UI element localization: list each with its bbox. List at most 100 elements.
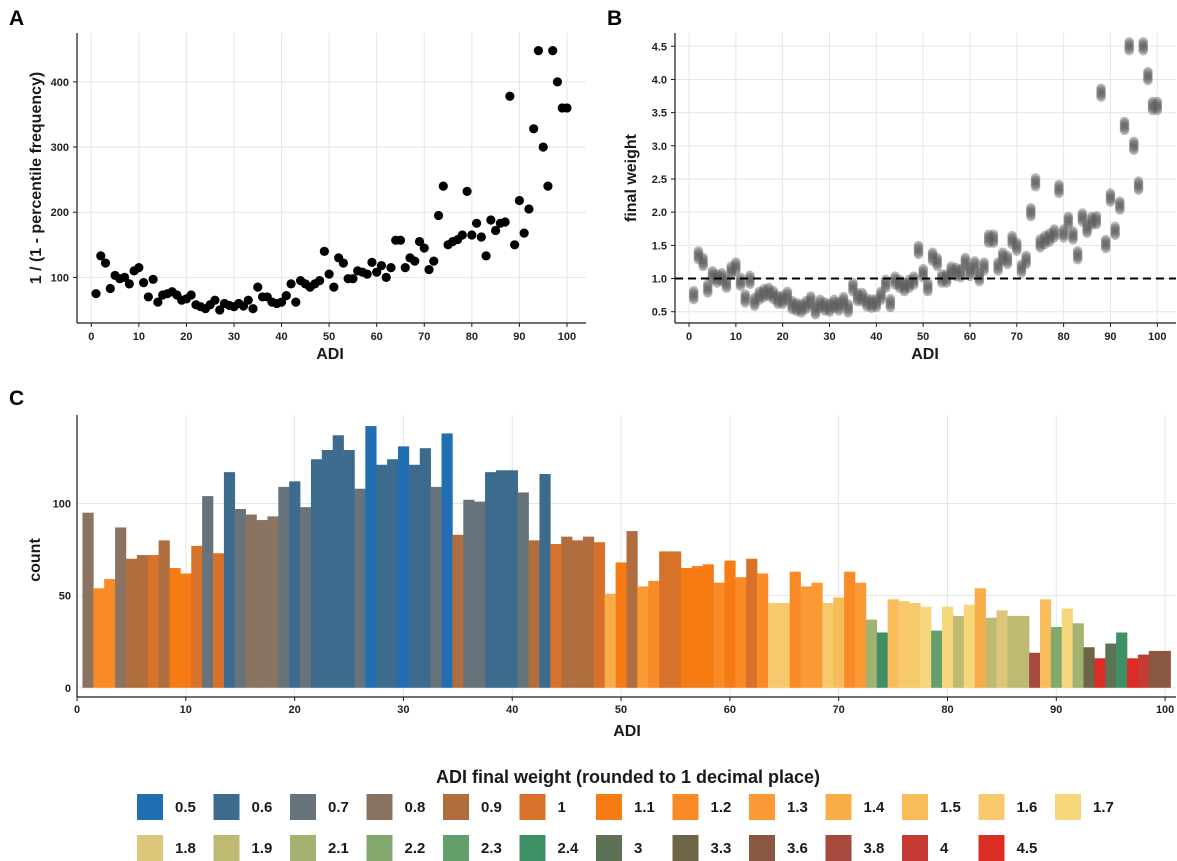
- data-point: [519, 228, 529, 238]
- data-point: [726, 261, 736, 271]
- data-point: [796, 303, 807, 314]
- data-point: [997, 249, 1008, 260]
- data-point: [852, 290, 863, 300]
- data-point: [1049, 230, 1060, 241]
- data-point: [1105, 194, 1116, 205]
- data-point: [1035, 234, 1046, 244]
- data-point: [838, 300, 849, 311]
- data-point: [712, 269, 722, 279]
- data-point: [913, 249, 924, 260]
- data-point: [1138, 41, 1149, 52]
- histogram-bar: [1137, 654, 1150, 688]
- data-point: [791, 297, 802, 308]
- data-point: [1096, 90, 1106, 100]
- data-point: [1016, 265, 1027, 276]
- data-point: [997, 247, 1008, 258]
- legend-label: 1: [558, 799, 566, 816]
- y-tick-label: 4.0: [652, 74, 667, 86]
- data-point: [932, 254, 943, 265]
- data-point: [997, 251, 1008, 262]
- data-point: [1091, 213, 1102, 223]
- data-point: [768, 288, 779, 298]
- histogram-bar: [365, 426, 377, 688]
- data-point: [1082, 219, 1092, 230]
- data-point: [698, 252, 708, 263]
- histogram-bar: [855, 582, 867, 688]
- histogram-bar: [680, 567, 693, 688]
- panel-letter-c: C: [9, 387, 24, 410]
- data-point: [702, 279, 713, 289]
- x-tick-label: 40: [870, 331, 882, 343]
- data-point: [829, 303, 839, 313]
- histogram-bar: [104, 579, 116, 688]
- data-point: [852, 296, 863, 307]
- data-point: [862, 302, 872, 312]
- data-point: [1100, 239, 1111, 249]
- data-point: [1105, 190, 1116, 201]
- data-point: [148, 274, 158, 284]
- x-tick-label: 90: [1050, 704, 1062, 716]
- data-point: [548, 45, 558, 56]
- data-point: [100, 258, 111, 268]
- histogram-bar: [778, 603, 791, 688]
- data-point: [731, 257, 741, 267]
- histogram-bar: [517, 492, 529, 688]
- data-point: [376, 261, 387, 271]
- data-point: [698, 261, 708, 272]
- data-point: [913, 247, 924, 258]
- data-point: [491, 225, 501, 236]
- data-point: [969, 258, 980, 268]
- data-point: [1021, 255, 1031, 265]
- data-point: [843, 308, 854, 318]
- histogram-bar: [789, 571, 801, 688]
- histogram-bar: [691, 566, 703, 688]
- data-point: [843, 303, 854, 314]
- data-point: [731, 266, 741, 276]
- data-point: [876, 293, 886, 303]
- data-point: [777, 297, 788, 307]
- data-point: [1086, 218, 1097, 228]
- legend-items: 0.5 0.6 0.7 0.8 0.9 1 1.1 1.2 1.3 1.4 1.5 1.6 1.7 1.8…: [137, 794, 1114, 861]
- data-point: [286, 279, 296, 289]
- data-point: [1096, 87, 1106, 98]
- data-point: [890, 277, 900, 288]
- histogram-bar: [506, 470, 518, 688]
- data-point: [759, 290, 769, 301]
- data-point: [1068, 230, 1078, 241]
- histogram-bar: [844, 571, 856, 688]
- data-point: [1040, 233, 1050, 243]
- histogram-bar: [528, 540, 540, 688]
- legend-label: 2.1: [328, 840, 349, 857]
- data-point: [1054, 181, 1064, 192]
- data-point: [805, 293, 816, 304]
- data-point: [894, 281, 905, 291]
- histogram-bar: [572, 540, 584, 688]
- data-point: [215, 305, 225, 315]
- data-point: [1100, 243, 1111, 254]
- data-point: [880, 281, 891, 291]
- data-point: [838, 294, 849, 304]
- data-point: [1021, 259, 1031, 270]
- histogram-bar: [93, 588, 105, 688]
- histogram-bar: [1105, 643, 1117, 688]
- data-point: [735, 281, 746, 292]
- legend-label: 0.7: [328, 799, 349, 816]
- data-point: [348, 274, 358, 284]
- data-point: [707, 274, 718, 285]
- data-point: [698, 254, 708, 265]
- data-point: [186, 290, 196, 300]
- data-point: [1077, 210, 1088, 221]
- data-point: [119, 272, 130, 282]
- data-point: [904, 279, 914, 289]
- histogram-bar: [376, 464, 388, 688]
- data-point: [908, 280, 919, 290]
- data-point: [693, 250, 704, 261]
- data-point: [997, 254, 1008, 264]
- legend-label: 2.3: [481, 840, 502, 857]
- legend-swatch: [137, 835, 163, 861]
- data-point: [955, 268, 966, 279]
- data-point: [319, 246, 329, 256]
- legend-label: 4.5: [1017, 840, 1038, 857]
- histogram-bar: [213, 553, 225, 688]
- legend-label: 2.4: [558, 840, 580, 857]
